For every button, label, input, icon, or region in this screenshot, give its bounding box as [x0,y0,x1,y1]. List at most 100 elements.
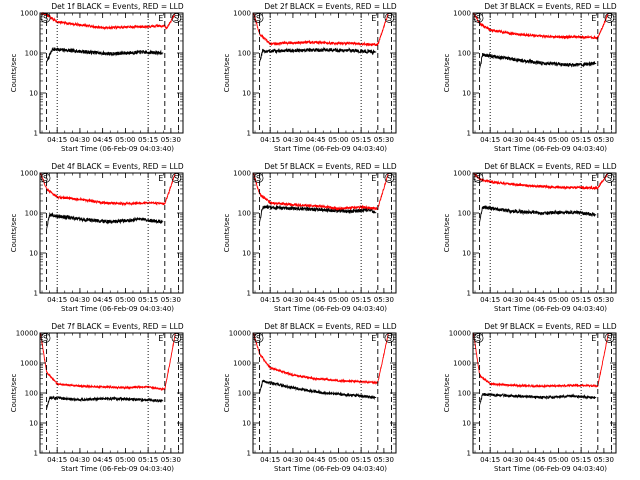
x-axis-label: Start Time (06-Feb-09 04:03:40) [494,145,607,153]
x-tick-label: 04:30 [503,136,523,144]
series-line-events [479,205,597,222]
series-line-lld [40,172,176,207]
x-tick-label: 05:15 [351,456,371,464]
y-tick-label: 10 [462,420,471,428]
y-tick-label: 1000 [453,360,471,368]
plot-frame [39,332,184,454]
panel-title: Det 2f BLACK = Events, RED = LLD [264,2,397,11]
y-tick-label: 1 [247,449,251,457]
y-axis-label: Counts/sec [443,214,451,253]
series-line-events [259,46,377,63]
start-marker-label: S [256,14,261,23]
y-tick-label: 1000 [233,360,251,368]
series-line-events [479,52,597,69]
y-axis-label: Counts/sec [10,54,18,93]
series-line-lld [473,12,609,41]
panel-title: Det 3f BLACK = Events, RED = LLD [484,2,617,11]
start-marker-label: S [476,174,481,183]
x-tick-label: 04:30 [70,296,90,304]
series-line-events [46,46,164,63]
panel-title: Det 4f BLACK = Events, RED = LLD [51,162,184,171]
start-marker-label: S [387,334,392,343]
plot-frame [472,332,617,454]
y-tick-label: 100 [458,210,471,218]
y-tick-label: 100 [25,390,38,398]
x-axis-label: Start Time (06-Feb-09 04:03:40) [494,465,607,473]
y-tick-label: 10000 [449,330,471,338]
y-axis-label: Counts/sec [223,374,231,413]
x-tick-label: 05:30 [374,136,394,144]
x-tick-label: 05:15 [351,296,371,304]
start-marker-label: S [174,14,179,23]
x-tick-label: 04:30 [70,456,90,464]
x-tick-label: 05:30 [161,456,181,464]
x-tick-label: 04:30 [503,296,523,304]
x-tick-label: 05:15 [571,456,591,464]
end-marker-label: E [158,14,163,23]
y-tick-label: 1000 [233,170,251,178]
y-axis-label: Counts/sec [223,214,231,253]
y-tick-label: 10 [462,90,471,98]
x-tick-label: 05:00 [115,136,135,144]
y-tick-label: 10 [462,250,471,258]
y-axis-label: Counts/sec [443,54,451,93]
x-tick-label: 04:15 [260,136,280,144]
end-marker-label: E [158,334,163,343]
end-marker-label: E [591,14,596,23]
x-tick-label: 05:30 [594,296,614,304]
start-marker-label: S [43,14,48,23]
x-axis-label: Start Time (06-Feb-09 04:03:40) [274,145,387,153]
plot-frame [39,172,184,294]
start-marker-label: S [607,174,612,183]
x-tick-label: 04:30 [283,456,303,464]
x-tick-label: 04:45 [306,456,326,464]
x-tick-label: 05:00 [548,456,568,464]
x-tick-label: 05:00 [548,296,568,304]
x-tick-label: 05:00 [115,456,135,464]
y-tick-label: 100 [25,210,38,218]
y-tick-label: 1 [467,129,471,137]
start-marker-label: S [387,14,392,23]
series-line-events [479,392,597,406]
y-tick-label: 1 [467,289,471,297]
end-marker-label: E [158,174,163,183]
x-tick-label: 05:30 [594,456,614,464]
x-tick-label: 05:30 [594,136,614,144]
start-marker-label: S [476,14,481,23]
x-tick-label: 04:15 [480,456,500,464]
x-tick-label: 05:00 [548,136,568,144]
plot-frame [252,172,397,294]
y-tick-label: 1 [34,129,38,137]
x-tick-label: 04:45 [306,296,326,304]
y-tick-label: 1 [34,449,38,457]
y-axis-label: Counts/sec [10,214,18,253]
plot-frame [252,12,397,134]
x-tick-label: 05:30 [161,136,181,144]
y-tick-label: 100 [458,50,471,58]
y-tick-label: 1000 [453,10,471,18]
series-line-events [46,395,164,409]
panel-title: Det 6f BLACK = Events, RED = LLD [484,162,617,171]
panel-title: Det 1f BLACK = Events, RED = LLD [51,2,184,11]
x-tick-label: 05:00 [328,136,348,144]
y-tick-label: 1000 [453,170,471,178]
end-marker-label: E [371,174,376,183]
y-axis-label: Counts/sec [10,374,18,413]
series-line-lld [40,332,176,392]
series-line-lld [473,332,609,389]
x-tick-label: 04:15 [260,456,280,464]
x-tick-label: 04:45 [526,136,546,144]
y-tick-label: 1000 [20,360,38,368]
x-axis-label: Start Time (06-Feb-09 04:03:40) [61,145,174,153]
y-tick-label: 100 [238,390,251,398]
x-tick-label: 04:15 [480,296,500,304]
y-tick-label: 1000 [20,170,38,178]
x-tick-label: 04:45 [306,136,326,144]
end-marker-label: E [591,174,596,183]
y-tick-label: 10 [242,90,251,98]
